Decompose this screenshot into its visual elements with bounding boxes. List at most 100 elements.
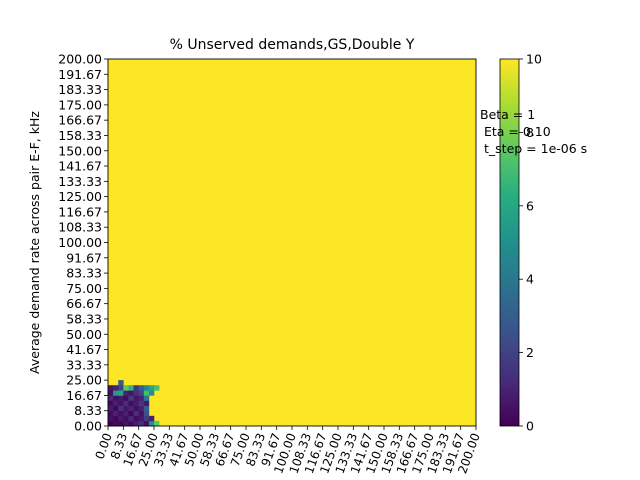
heatmap-cell	[118, 380, 124, 386]
heatmap-cell	[118, 410, 124, 417]
heatmap-cell	[148, 415, 155, 422]
y-tick-label: 191.67	[58, 67, 102, 82]
heatmap-cell	[133, 405, 139, 412]
colorbar-tick-label: 6	[526, 198, 534, 213]
heatmap-cell	[113, 405, 119, 412]
colorbar-tick-label: 0	[526, 419, 534, 434]
y-tick-label: 58.33	[66, 311, 102, 326]
heatmap-cell	[143, 415, 150, 422]
y-tick-label: 83.33	[66, 266, 102, 281]
y-axis-label: Average demand rate across pair E-F, kHz	[27, 111, 42, 374]
colorbar-gradient	[499, 58, 520, 427]
y-tick-label: 8.33	[74, 403, 102, 418]
heatmap-cell	[118, 405, 124, 412]
heatmap-cell	[138, 410, 145, 417]
y-tick-label: 50.00	[66, 327, 102, 342]
heatmap-cell	[154, 385, 160, 391]
heatmap-cell	[133, 390, 139, 396]
heatmap-cell	[138, 385, 145, 391]
x-axis-ticks: 0.008.3316.6725.0033.3341.6750.0058.3366…	[93, 426, 483, 475]
heatmap-cell	[143, 410, 150, 417]
heatmap-cell	[143, 420, 150, 427]
colorbar: 0 2 4 6 8 10	[499, 52, 542, 434]
heatmap-cell	[128, 385, 134, 391]
colorbar-tick-label: 4	[526, 272, 534, 287]
heatmap-cell	[123, 400, 129, 406]
y-tick-label: 166.67	[58, 113, 102, 128]
heatmap-cell	[113, 390, 119, 396]
heatmap-cell	[133, 420, 139, 427]
heatmap-cell	[138, 390, 145, 396]
y-tick-label: 150.00	[58, 143, 102, 158]
y-tick-label: 75.00	[66, 281, 102, 296]
heatmap-cell	[138, 405, 145, 412]
colorbar-tick-label: 10	[526, 52, 542, 67]
heatmap-cell	[108, 405, 114, 412]
heatmap-cell	[108, 400, 114, 406]
heatmap-cell	[128, 420, 134, 427]
heatmap-cell	[118, 415, 124, 422]
heatmap-cell	[123, 395, 129, 401]
heatmap-cell	[123, 420, 129, 427]
heatmap-cell	[133, 415, 139, 422]
heatmap-cell	[133, 385, 139, 391]
heatmap-cell	[148, 390, 155, 396]
heatmap-cell	[154, 420, 160, 427]
heatmap-cell	[133, 400, 139, 406]
y-tick-label: 116.67	[58, 204, 102, 219]
heatmap-cell	[118, 385, 124, 391]
heatmap-cell	[123, 385, 129, 391]
y-tick-label: 91.67	[66, 250, 102, 265]
annotation-line: Beta = 1	[480, 107, 535, 122]
heatmap-cell	[138, 420, 145, 427]
heatmap-cell	[123, 405, 129, 412]
y-tick-label: 25.00	[66, 373, 102, 388]
heatmap-cell	[133, 395, 139, 401]
heatmap-cell	[128, 415, 134, 422]
annotation-line: t_step = 1e-06 s	[484, 141, 587, 156]
heatmap-cell	[143, 400, 150, 406]
heatmap-cell	[113, 400, 119, 406]
heatmap-cell	[118, 420, 124, 427]
heatmap-cell	[123, 410, 129, 417]
heatmap-cells	[108, 59, 476, 427]
heatmap-cell	[128, 405, 134, 412]
heatmap-cell	[113, 420, 119, 427]
y-tick-label: 108.33	[58, 220, 102, 235]
y-tick-label: 33.33	[66, 357, 102, 372]
y-tick-label: 175.00	[58, 97, 102, 112]
y-tick-label: 141.67	[58, 159, 102, 174]
y-tick-label: 183.33	[58, 82, 102, 97]
heatmap-cell	[108, 410, 114, 417]
heatmap-cell	[138, 395, 145, 401]
heatmap-cell	[108, 395, 114, 401]
heatmap-cell	[113, 415, 119, 422]
heatmap-cell	[128, 400, 134, 406]
heatmap-cell	[123, 390, 129, 396]
y-tick-label: 100.00	[58, 235, 102, 250]
heatmap-cell	[108, 390, 114, 396]
heatmap-cell	[138, 400, 145, 406]
heatmap-cell	[143, 390, 150, 396]
y-tick-label: 200.00	[58, 52, 102, 67]
heatmap-cell	[108, 415, 114, 422]
heatmap-cell	[143, 405, 150, 412]
heatmap-cell	[148, 385, 155, 391]
heatmap-cell	[113, 385, 119, 391]
heatmap-cell	[108, 385, 114, 391]
heatmap-cell	[113, 395, 119, 401]
heatmap-background	[108, 59, 476, 426]
heatmap-cell	[123, 415, 129, 422]
annotation-line: Eta = 0.10	[484, 124, 551, 139]
heatmap-cell	[108, 420, 114, 427]
heatmap-cell	[143, 395, 150, 401]
heatmap-cell	[118, 390, 124, 396]
y-tick-label: 133.33	[58, 174, 102, 189]
y-tick-label: 0.00	[74, 419, 102, 434]
heatmap-cell	[143, 385, 150, 391]
heatmap-cell	[138, 415, 145, 422]
y-axis-ticks: 0.008.3316.6725.0033.3341.6750.0058.3366…	[58, 52, 108, 434]
colorbar-tick-label: 8	[526, 125, 534, 140]
y-tick-label: 125.00	[58, 189, 102, 204]
